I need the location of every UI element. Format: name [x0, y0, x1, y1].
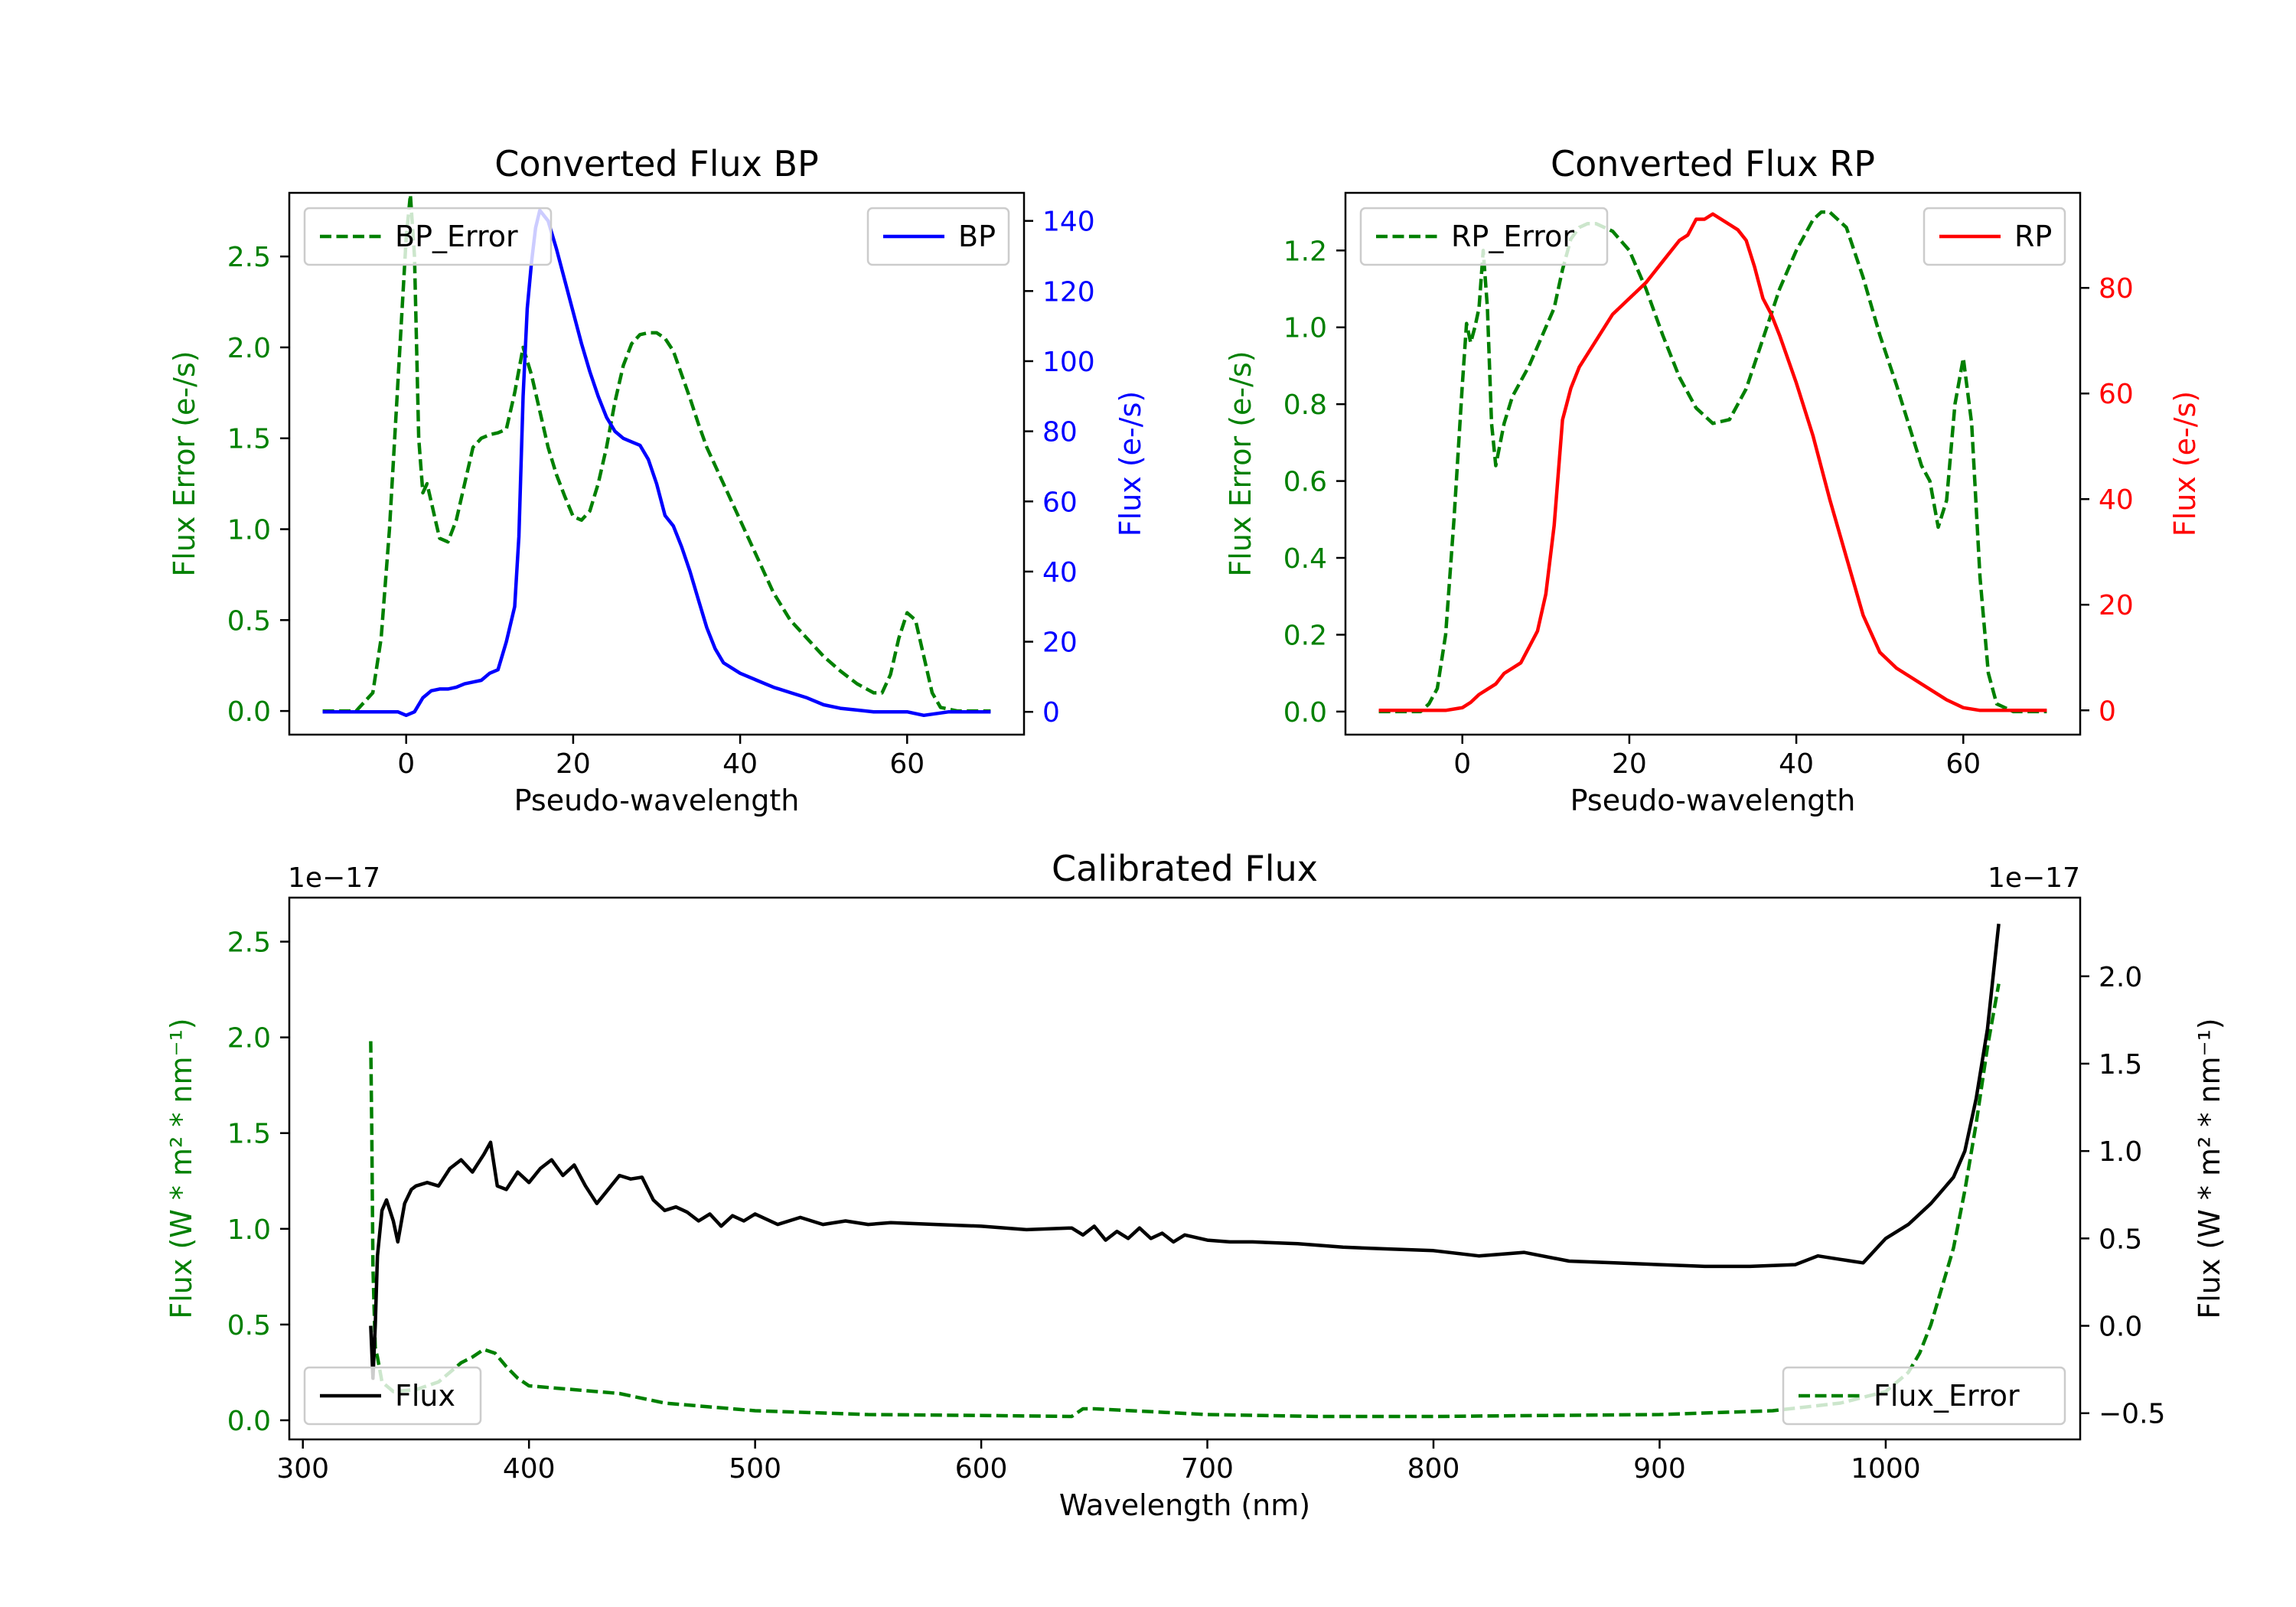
offset-text-right: 1e−17 — [1988, 862, 2080, 894]
y-tick-label-right: 140 — [1042, 207, 1095, 238]
legend-box — [1359, 207, 1609, 266]
y-tick-label-left: 0.8 — [1283, 390, 1327, 421]
y-tick-label-right: 60 — [2099, 379, 2134, 410]
y-tick-label-left: 0.5 — [227, 1310, 271, 1341]
x-axis-label: Pseudo-wavelength — [514, 784, 800, 817]
y-tick-label-right: 40 — [1042, 557, 1078, 588]
plot-frame — [288, 896, 2082, 1441]
series-line-bp — [322, 208, 991, 718]
y-tick-label-left: 0.4 — [1283, 543, 1327, 575]
plot-frame — [1344, 191, 2082, 736]
chart-rp: 0 20 40 60 0.0 0.2 0.4 0.6 0.8 1.0 1.2 0 20 40 60 80 Con… — [1224, 143, 2202, 817]
series-line-rp — [1378, 212, 2047, 712]
x-axis-label: Wavelength (nm) — [1059, 1488, 1310, 1522]
y-axis-label-right: Flux (e-/s) — [2168, 391, 2202, 536]
y-tick-label-left: 1.5 — [227, 424, 271, 455]
y-tick-label-right: 0.0 — [2099, 1312, 2142, 1343]
x-tick-label: 900 — [1633, 1453, 1686, 1485]
y-axis-label-left: Flux Error (e-/s) — [168, 350, 201, 576]
y-tick-label-left: 0.0 — [1283, 697, 1327, 729]
y-tick-label-left: 0.2 — [1283, 620, 1327, 651]
y-tick-label-right: −0.5 — [2099, 1399, 2165, 1430]
legend-flux-error: Flux_Error — [1782, 1366, 2066, 1426]
y-tick-label-left: 2.0 — [227, 1023, 271, 1054]
legend-label: BP_Error — [395, 220, 518, 253]
y-axis-label-left: Flux Error (e-/s) — [1224, 350, 1257, 576]
legend-label: RP — [2014, 220, 2052, 253]
y-tick-label-right: 100 — [1042, 347, 1095, 378]
x-tick-label: 40 — [722, 748, 758, 780]
legend-label: Flux — [395, 1379, 455, 1413]
y-tick-label-right: 20 — [2099, 590, 2134, 621]
x-tick-label: 800 — [1407, 1453, 1460, 1485]
x-tick-label: 0 — [397, 748, 415, 780]
y-tick-label-right: 2.0 — [2099, 962, 2142, 993]
series-line-bp-error — [322, 193, 991, 713]
legend-bp-error: BP_Error — [303, 207, 553, 266]
y-tick-label-left: 0.0 — [227, 696, 271, 728]
y-tick-label-right: 40 — [2099, 484, 2134, 516]
chart-title: Calibrated Flux — [1052, 848, 1318, 889]
y-tick-label-right: 80 — [2099, 273, 2134, 305]
x-tick-label: 300 — [276, 1453, 329, 1485]
y-tick-label-left: 2.5 — [227, 927, 271, 959]
x-tick-label: 60 — [889, 748, 925, 780]
chart-bp: 0 20 40 60 0.0 0.5 1.0 1.5 2.0 2.5 0 20 40 60 80 100 120… — [168, 143, 1147, 817]
y-tick-label-right: 0 — [1042, 697, 1060, 729]
x-tick-label: 20 — [1612, 748, 1647, 780]
y-tick-label-left: 1.0 — [227, 1214, 271, 1246]
chart-title: Converted Flux BP — [494, 143, 819, 184]
legend-flux: Flux — [303, 1366, 482, 1426]
y-tick-label-left: 1.0 — [227, 515, 271, 546]
y-tick-label-right: 1.0 — [2099, 1136, 2142, 1168]
offset-text-left: 1e−17 — [288, 862, 380, 894]
x-tick-label: 40 — [1779, 748, 1814, 780]
x-tick-label: 500 — [729, 1453, 781, 1485]
x-axis-label: Pseudo-wavelength — [1570, 784, 1856, 817]
y-axis-label-right: Flux (e-/s) — [1114, 391, 1147, 536]
y-tick-label-right: 1.5 — [2099, 1049, 2142, 1081]
y-tick-label-right: 0 — [2099, 696, 2116, 727]
y-tick-label-right: 0.5 — [2099, 1224, 2142, 1255]
y-tick-label-left: 0.6 — [1283, 467, 1327, 498]
legend-rp-error: RP_Error — [1359, 207, 1609, 266]
legend-box — [1782, 1366, 2066, 1426]
legend-label: RP_Error — [1451, 220, 1574, 253]
y-tick-label-left: 0.0 — [227, 1406, 271, 1437]
y-tick-label-left: 1.2 — [1283, 236, 1327, 267]
y-tick-label-left: 1.0 — [1283, 313, 1327, 344]
y-tick-label-right: 20 — [1042, 627, 1078, 659]
x-tick-label: 1000 — [1851, 1453, 1921, 1485]
series-line-flux — [369, 924, 2001, 1380]
x-tick-label: 400 — [503, 1453, 556, 1485]
y-tick-label-right: 80 — [1042, 417, 1078, 448]
plot-frame — [288, 191, 1026, 736]
y-tick-label-right: 60 — [1042, 487, 1078, 518]
legend-label: Flux_Error — [1874, 1379, 2020, 1413]
series-line-flux-error — [369, 983, 2001, 1419]
chart-cal: 300 400 500 600 700 800 900 1000 0.0 0.5 1.0 1.5 2.0… — [165, 848, 2226, 1522]
y-tick-label-left: 2.5 — [227, 242, 271, 273]
legend-box — [303, 207, 553, 266]
chart-title: Converted Flux RP — [1551, 143, 1875, 184]
x-tick-label: 600 — [955, 1453, 1008, 1485]
y-tick-label-right: 120 — [1042, 276, 1095, 308]
y-tick-label-left: 2.0 — [227, 333, 271, 364]
x-tick-label: 700 — [1181, 1453, 1234, 1485]
legend-rp: RP — [1923, 207, 2066, 266]
legend-label: BP — [958, 220, 996, 253]
x-tick-label: 0 — [1453, 748, 1471, 780]
y-tick-label-left: 1.5 — [227, 1119, 271, 1150]
x-tick-label: 20 — [556, 748, 591, 780]
y-axis-label-left: Flux (W * m² * nm⁻¹) — [165, 1018, 198, 1319]
legend-bp: BP — [866, 207, 1010, 266]
series-line-rp-error — [1378, 210, 2047, 714]
legend-box — [303, 1366, 482, 1426]
y-axis-label-right: Flux (W * m² * nm⁻¹) — [2193, 1018, 2226, 1319]
x-tick-label: 60 — [1945, 748, 1981, 780]
y-tick-label-left: 0.5 — [227, 605, 271, 637]
